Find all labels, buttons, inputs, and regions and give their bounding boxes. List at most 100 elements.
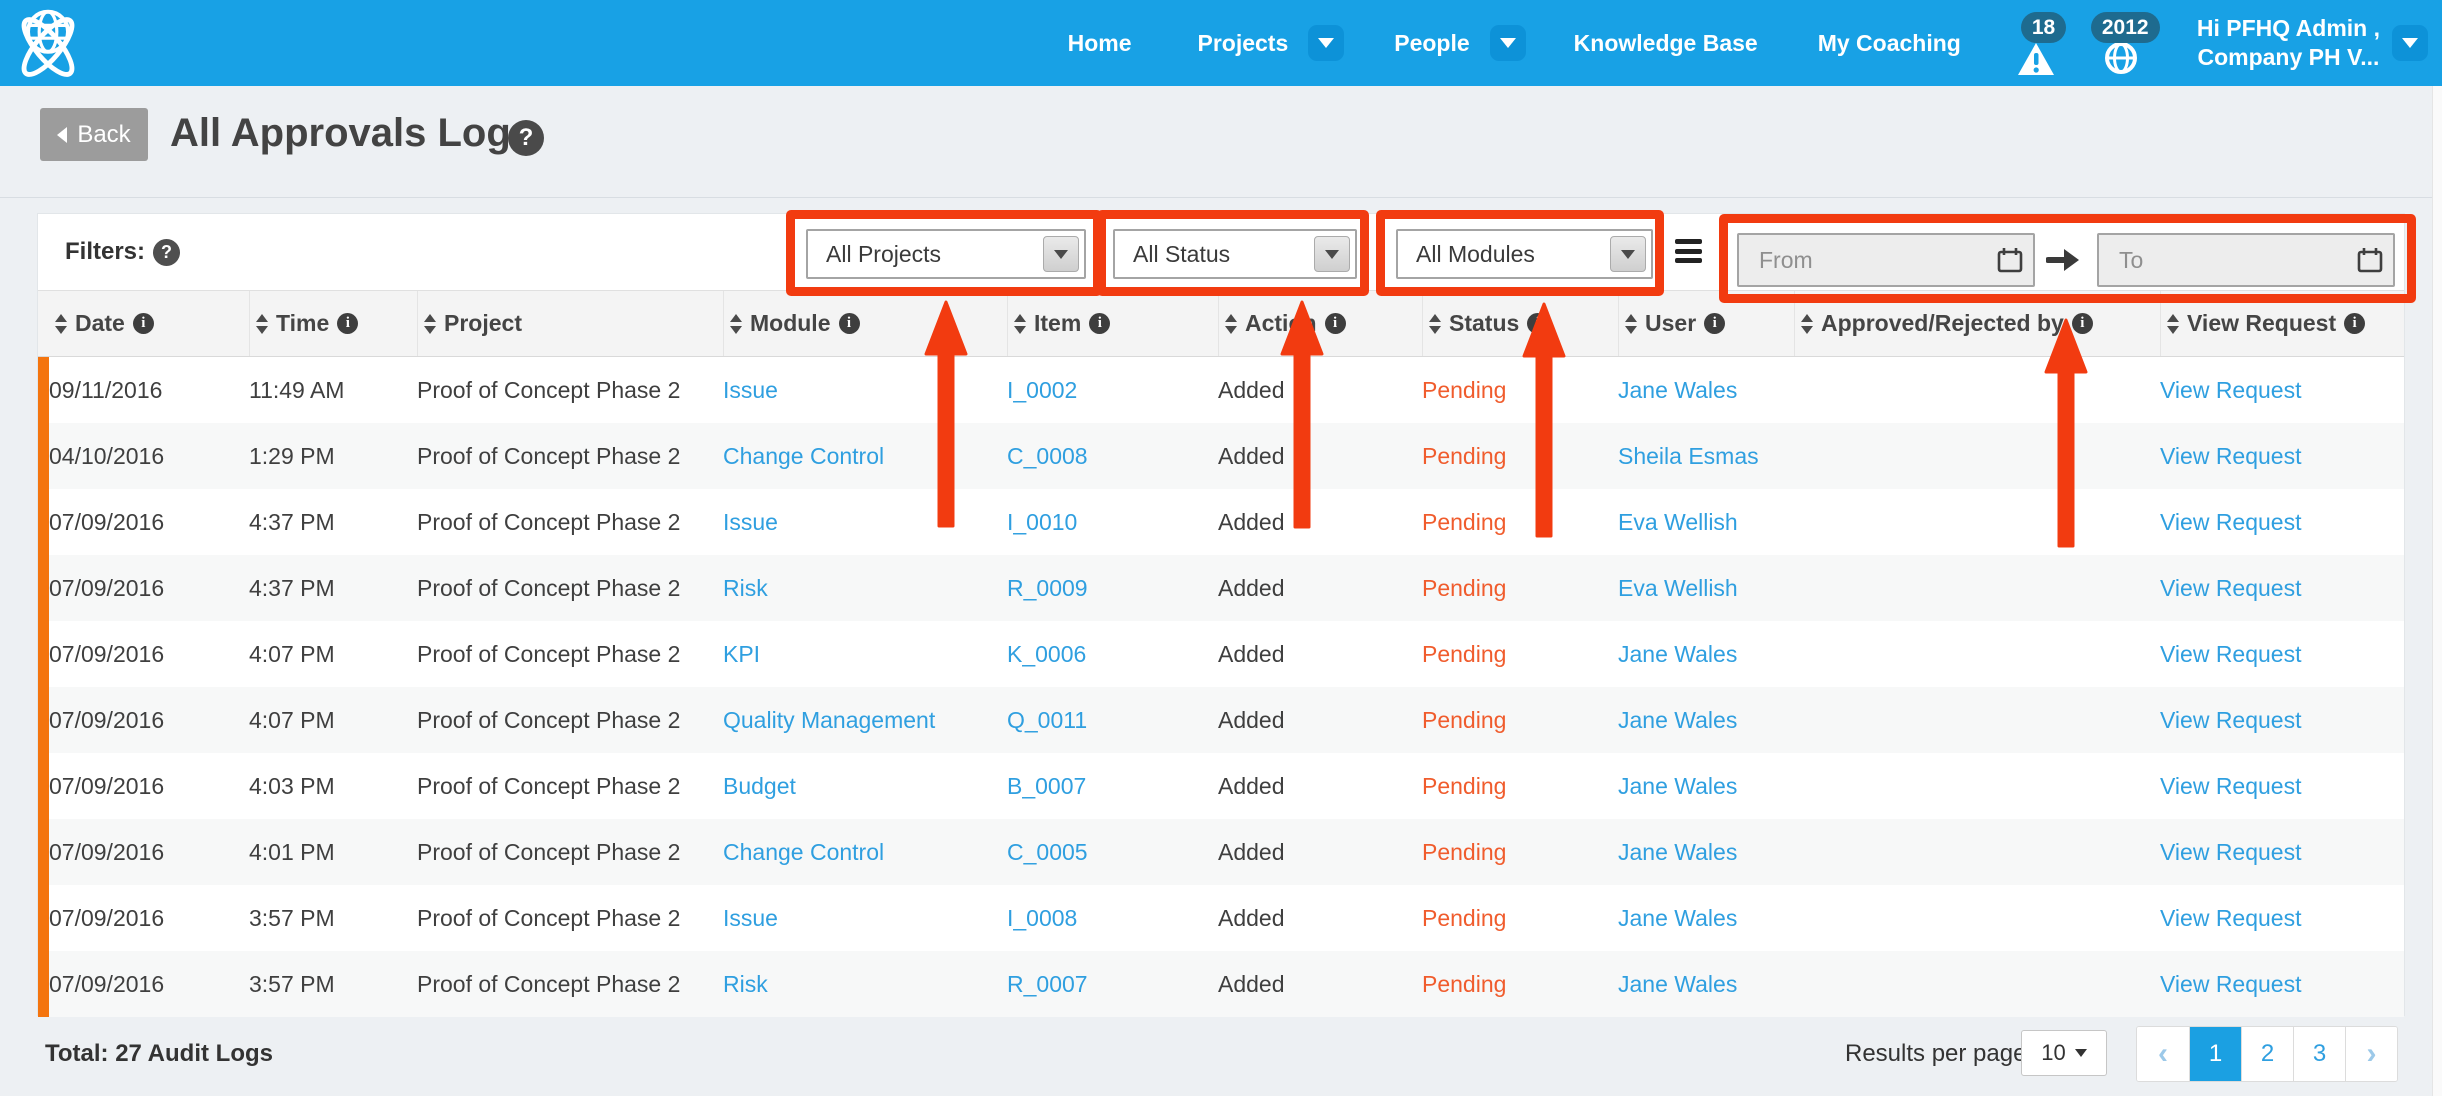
item-link[interactable]: K_0006	[1007, 640, 1087, 667]
module-link[interactable]: Change Control	[723, 442, 885, 469]
view-request-link[interactable]: View Request	[2160, 442, 2302, 469]
user-link[interactable]: Jane Wales	[1618, 376, 1738, 403]
user-link[interactable]: Jane Wales	[1618, 772, 1738, 799]
vertical-scrollbar[interactable]	[2432, 86, 2442, 1096]
item-link[interactable]: R_0007	[1007, 970, 1088, 997]
module-link[interactable]: Risk	[723, 574, 768, 601]
info-icon[interactable]	[132, 313, 154, 334]
next-page-button[interactable]	[2345, 1027, 2397, 1081]
column-header-time[interactable]: Time	[249, 291, 417, 356]
view-request-link[interactable]: View Request	[2160, 970, 2302, 997]
user-link[interactable]: Sheila Esmas	[1618, 442, 1759, 469]
user-link[interactable]: Jane Wales	[1618, 640, 1738, 667]
sort-icon[interactable]	[1429, 313, 1441, 334]
view-request-link[interactable]: View Request	[2160, 508, 2302, 535]
column-header-status[interactable]: Status	[1422, 291, 1618, 356]
item-link[interactable]: B_0007	[1007, 772, 1087, 799]
view-request-link[interactable]: View Request	[2160, 838, 2302, 865]
filters-help-icon[interactable]	[153, 238, 181, 266]
user-link[interactable]: Eva Wellish	[1618, 508, 1738, 535]
sort-icon[interactable]	[55, 313, 67, 334]
nav-item-my-coaching[interactable]: My Coaching	[1817, 29, 1961, 56]
page-help-icon[interactable]	[508, 120, 544, 156]
info-icon[interactable]	[2344, 313, 2366, 334]
column-header-view-request[interactable]: View Request	[2160, 291, 2404, 356]
nav-item-home[interactable]: Home	[1067, 29, 1132, 56]
column-header-approved-by[interactable]: Approved/Rejected by	[1794, 291, 2160, 356]
projects-dropdown-button[interactable]	[1308, 25, 1345, 61]
date-from-input[interactable]	[1737, 233, 2035, 287]
page-button-2[interactable]: 2	[2241, 1027, 2293, 1081]
results-per-page-label: Results per page:	[1845, 1040, 2034, 1067]
sort-icon[interactable]	[1225, 313, 1237, 334]
notifications-badge-group[interactable]: 2012	[2085, 10, 2161, 76]
column-header-user[interactable]: User	[1618, 291, 1794, 356]
module-filter-select[interactable]: All Modules	[1396, 229, 1653, 279]
page-button-3[interactable]: 3	[2293, 1027, 2345, 1081]
info-icon[interactable]	[838, 313, 860, 334]
sort-icon[interactable]	[424, 313, 436, 334]
project-filter-select[interactable]: All Projects	[806, 229, 1086, 279]
view-request-link[interactable]: View Request	[2160, 640, 2302, 667]
item-link[interactable]: I_0002	[1007, 376, 1078, 403]
item-link[interactable]: Q_0011	[1007, 706, 1088, 733]
view-request-link[interactable]: View Request	[2160, 574, 2302, 601]
view-request-link[interactable]: View Request	[2160, 904, 2302, 931]
item-link[interactable]: I_0010	[1007, 508, 1078, 535]
info-icon[interactable]	[1089, 313, 1111, 334]
module-link[interactable]: Quality Management	[723, 706, 936, 733]
page-button-1[interactable]: 1	[2189, 1027, 2241, 1081]
alerts-badge-group[interactable]: 18	[2015, 10, 2071, 76]
sort-icon[interactable]	[1014, 313, 1026, 334]
sort-icon[interactable]	[1625, 313, 1637, 334]
nav-item-knowledge-base[interactable]: Knowledge Base	[1573, 29, 1758, 56]
app-logo-icon[interactable]	[8, 3, 88, 83]
status-filter-select[interactable]: All Status	[1113, 229, 1357, 279]
module-link[interactable]: Risk	[723, 970, 768, 997]
nav-item-people[interactable]: People	[1394, 29, 1470, 56]
column-header-item[interactable]: Item	[1007, 291, 1218, 356]
item-link[interactable]: C_0005	[1007, 838, 1088, 865]
people-dropdown-button[interactable]	[1489, 25, 1526, 61]
module-link[interactable]: KPI	[723, 640, 761, 667]
column-header-date[interactable]: Date	[49, 291, 249, 356]
module-link[interactable]: Issue	[723, 508, 778, 535]
user-link[interactable]: Jane Wales	[1618, 706, 1738, 733]
sort-icon[interactable]	[1801, 313, 1813, 334]
info-icon[interactable]	[1527, 313, 1549, 334]
item-link[interactable]: R_0009	[1007, 574, 1088, 601]
user-link[interactable]: Jane Wales	[1618, 838, 1738, 865]
prev-page-button[interactable]	[2137, 1027, 2189, 1081]
user-link[interactable]: Jane Wales	[1618, 904, 1738, 931]
module-link[interactable]: Issue	[723, 904, 778, 931]
results-per-page-select[interactable]: 10	[2021, 1030, 2107, 1076]
user-link[interactable]: Jane Wales	[1618, 970, 1738, 997]
info-icon[interactable]	[1704, 313, 1726, 334]
column-header-module[interactable]: Module	[723, 291, 1007, 356]
info-icon[interactable]	[2071, 313, 2093, 334]
user-link[interactable]: Eva Wellish	[1618, 574, 1738, 601]
info-icon[interactable]	[1324, 313, 1346, 334]
menu-hamburger-icon[interactable]	[1675, 239, 1702, 263]
view-request-link[interactable]: View Request	[2160, 706, 2302, 733]
user-dropdown-button[interactable]	[2392, 25, 2428, 61]
back-button[interactable]: Back	[40, 108, 148, 161]
module-link[interactable]: Issue	[723, 376, 778, 403]
sort-icon[interactable]	[2167, 313, 2179, 334]
cell-action: Added	[1218, 376, 1285, 403]
module-link[interactable]: Change Control	[723, 838, 885, 865]
view-request-link[interactable]: View Request	[2160, 772, 2302, 799]
view-request-link[interactable]: View Request	[2160, 376, 2302, 403]
date-to-input[interactable]	[2097, 233, 2395, 287]
module-link[interactable]: Budget	[723, 772, 796, 799]
info-icon[interactable]	[337, 313, 359, 334]
sort-icon[interactable]	[730, 313, 742, 334]
column-header-project[interactable]: Project	[417, 291, 723, 356]
sort-icon[interactable]	[256, 313, 268, 334]
item-link[interactable]: I_0008	[1007, 904, 1078, 931]
user-menu-label[interactable]: Hi PFHQ Admin , Company PH V...	[2197, 14, 2380, 73]
nav-item-projects[interactable]: Projects	[1197, 29, 1289, 56]
item-link[interactable]: C_0008	[1007, 442, 1088, 469]
table-body: 09/11/2016 11:49 AM Proof of Concept Pha…	[38, 357, 2404, 1017]
column-header-action[interactable]: Action	[1218, 291, 1422, 356]
